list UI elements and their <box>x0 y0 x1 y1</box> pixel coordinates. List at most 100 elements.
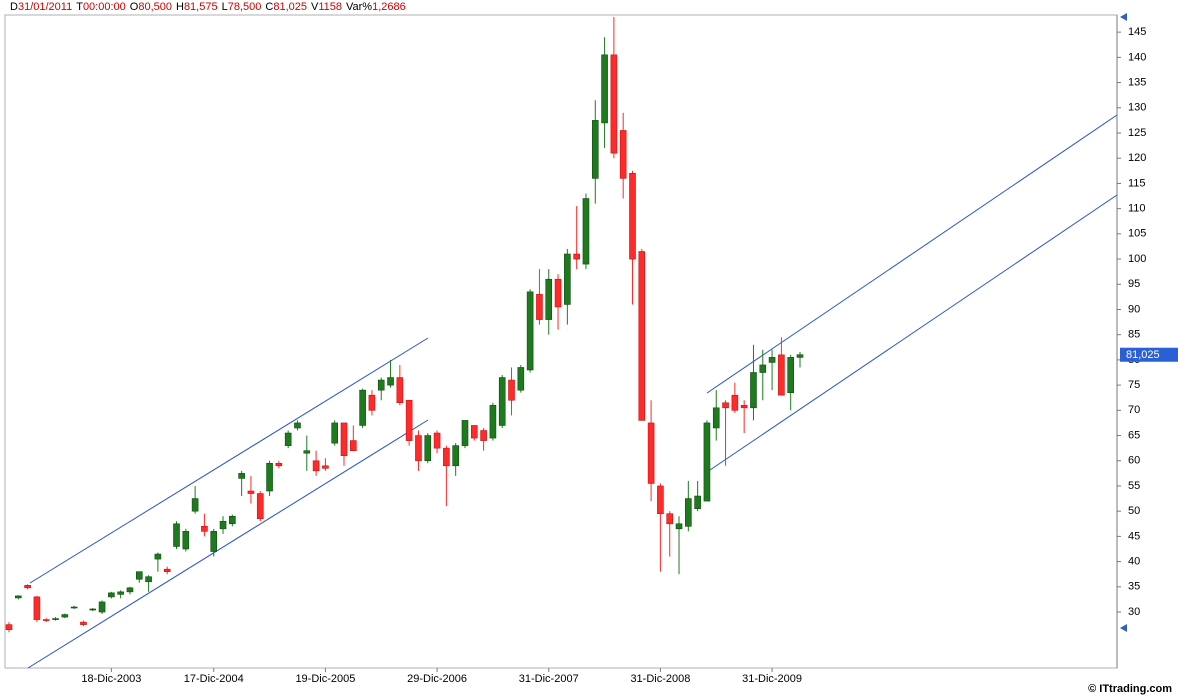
header-value: 81,025 <box>273 1 307 13</box>
candle-body <box>591 120 599 179</box>
y-tick-label: 60 <box>1128 455 1140 467</box>
candle-body <box>33 596 41 620</box>
candle-body <box>201 526 208 532</box>
candle-body <box>256 493 264 520</box>
candle-body <box>284 432 292 446</box>
y-tick-label: 90 <box>1128 303 1140 315</box>
candle-body <box>601 54 608 124</box>
candle-body <box>759 364 767 373</box>
axis-marker <box>1120 624 1127 632</box>
candle-body <box>787 357 794 393</box>
candle-body <box>582 198 590 265</box>
candle-body <box>526 291 534 371</box>
header-key: H <box>175 1 184 13</box>
candle-body <box>163 568 171 572</box>
header-value: 1,2686 <box>372 1 406 13</box>
candle-body <box>517 367 525 391</box>
y-tick-label: 70 <box>1128 404 1140 416</box>
y-tick-label: 50 <box>1128 505 1140 517</box>
candle-body <box>461 420 469 446</box>
header-key: V <box>310 1 319 13</box>
candle-body <box>238 473 245 479</box>
x-tick-label: 17-Dic-2004 <box>184 673 244 685</box>
candle-body <box>15 595 22 599</box>
candle-body <box>396 377 404 404</box>
candle-body <box>619 130 627 179</box>
candle-body <box>768 357 776 363</box>
header-key: C <box>265 1 274 13</box>
candle-body <box>340 422 348 457</box>
candle-body <box>638 251 646 421</box>
header-value: 81,575 <box>183 1 218 13</box>
header-value: 31/01/2011 <box>17 1 73 13</box>
y-tick-label: 135 <box>1128 76 1146 88</box>
candle-body <box>126 587 134 593</box>
header-key: D <box>10 1 18 13</box>
y-tick-label: 85 <box>1128 329 1140 341</box>
x-tick-label: 31-Dic-2008 <box>630 673 690 685</box>
candle-body <box>210 531 218 552</box>
trend-line <box>27 419 429 669</box>
candle-body <box>173 523 180 547</box>
candle-body <box>350 440 357 451</box>
header-value: 1158 <box>318 1 342 13</box>
candle-body <box>182 531 190 550</box>
candle-body <box>508 379 515 401</box>
candle-body <box>303 450 311 454</box>
candle-body <box>387 377 394 386</box>
x-tick-label: 19-Dic-2005 <box>295 673 355 685</box>
price-label: 81,025 <box>1126 349 1160 361</box>
candle-body <box>703 422 711 502</box>
candle-body <box>722 402 729 409</box>
candle-body <box>480 430 487 441</box>
y-tick-label: 30 <box>1128 606 1140 618</box>
candle-body <box>564 253 571 305</box>
candle-body <box>70 606 78 609</box>
x-tick-label: 29-Dic-2006 <box>407 673 467 685</box>
header-key: L <box>221 1 228 13</box>
candle-body <box>359 389 366 426</box>
candle-body <box>750 372 757 409</box>
candle-body <box>322 465 329 469</box>
candle-body <box>536 294 543 320</box>
candle-body <box>647 422 655 484</box>
candle-body <box>675 523 683 530</box>
candle-body <box>740 404 748 409</box>
header-value: 00:00:00 <box>82 1 126 13</box>
footer: © ITtrading.com <box>1088 683 1172 695</box>
trend-line <box>29 337 429 584</box>
candle-body <box>135 571 143 580</box>
candle-body <box>52 618 59 620</box>
header-key: O <box>129 1 139 13</box>
candle-body <box>266 462 273 492</box>
candle-body <box>712 407 720 429</box>
candle-body <box>80 621 87 625</box>
y-tick-label: 95 <box>1128 278 1140 290</box>
candle-body <box>415 435 422 462</box>
y-tick-label: 120 <box>1128 152 1146 164</box>
y-tick-label: 130 <box>1128 102 1146 114</box>
candle-body <box>42 619 50 621</box>
y-tick-label: 100 <box>1128 253 1146 265</box>
candle-body <box>191 498 199 512</box>
x-tick-label: 18-Dic-2003 <box>81 673 141 685</box>
y-tick-label: 35 <box>1128 581 1140 593</box>
candle-body <box>117 591 124 595</box>
candle-body <box>229 515 236 525</box>
candle-body <box>108 592 115 598</box>
candle-body <box>685 498 692 527</box>
candle-body <box>796 354 804 358</box>
candle-body <box>731 394 739 411</box>
y-tick-label: 40 <box>1128 556 1140 568</box>
candle-body <box>443 447 450 467</box>
y-tick-label: 140 <box>1128 51 1146 63</box>
candle-body <box>247 490 255 494</box>
candle-body <box>778 354 785 396</box>
candle-body <box>368 394 376 411</box>
y-tick-label: 65 <box>1128 429 1140 441</box>
candle-body <box>219 520 227 530</box>
candle-body <box>377 379 385 391</box>
candle-body <box>275 462 283 467</box>
